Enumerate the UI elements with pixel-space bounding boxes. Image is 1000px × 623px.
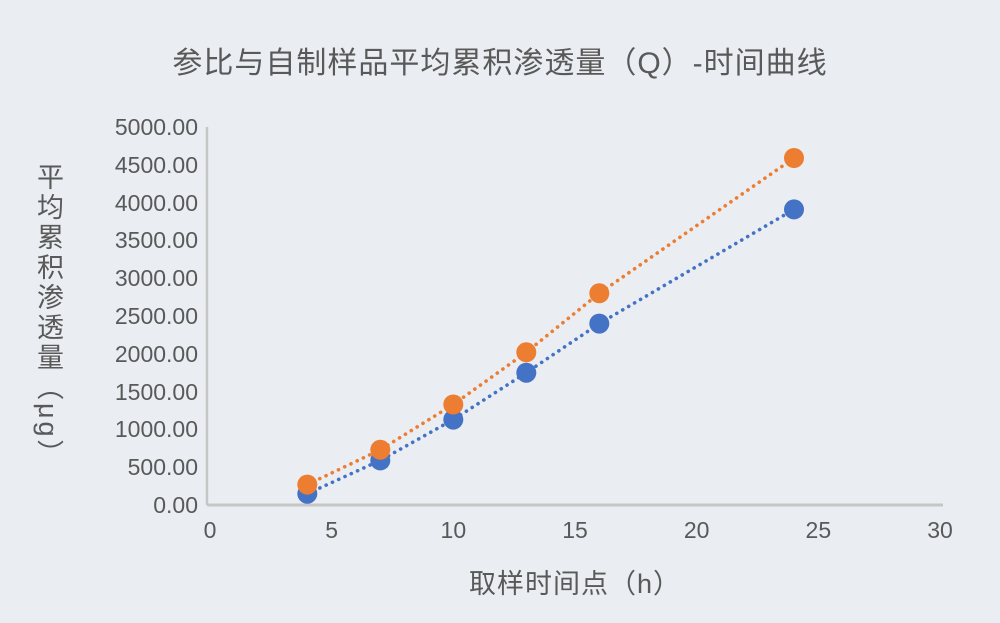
y-tick-label: 4000.00 — [114, 189, 198, 216]
x-tick-label: 10 — [440, 517, 467, 543]
y-tick-label: 4500.00 — [114, 151, 198, 178]
blue-series-data-point-marker — [589, 313, 610, 334]
x-tick-label: 20 — [683, 517, 710, 543]
y-axis-title: 平均累积渗透量（μg） — [33, 162, 63, 470]
orange-series-data-point-marker — [784, 148, 804, 168]
x-tick-label: 5 — [325, 517, 339, 543]
x-tick-label: 30 — [927, 517, 953, 543]
x-tick-label: 0 — [203, 517, 217, 543]
y-tick-label: 1000.00 — [114, 416, 198, 443]
y-tick-label: 3000.00 — [114, 265, 198, 292]
y-tick-label: 500.00 — [127, 454, 198, 481]
blue-series-data-point-marker — [443, 409, 464, 430]
y-tick-label: 5000.00 — [114, 114, 198, 140]
y-tick-label: 1500.00 — [114, 378, 198, 405]
orange-series-data-point-marker — [516, 342, 537, 363]
y-tick-label: 2000.00 — [114, 340, 198, 367]
chart-title: 参比与自制样品平均累积渗透量（Q）-时间曲线 — [172, 47, 828, 80]
orange-series-data-point-marker — [589, 283, 610, 304]
y-tick-label: 2500.00 — [114, 303, 198, 329]
orange-series-data-point-marker — [297, 474, 318, 495]
y-tick-label: 0.00 — [153, 492, 198, 518]
y-tick-label: 3500.00 — [114, 227, 198, 254]
x-axis-title: 取样时间点（h） — [468, 569, 682, 599]
orange-series-data-point-marker — [370, 439, 391, 460]
blue-series-trendline — [305, 207, 796, 496]
orange-series-trendline — [305, 156, 796, 487]
blue-series-data-point-marker — [784, 199, 804, 220]
x-tick-label: 25 — [805, 517, 832, 543]
orange-series-data-point-marker — [443, 394, 464, 415]
blue-series-data-point-marker — [516, 362, 537, 383]
x-tick-label: 15 — [562, 517, 588, 543]
